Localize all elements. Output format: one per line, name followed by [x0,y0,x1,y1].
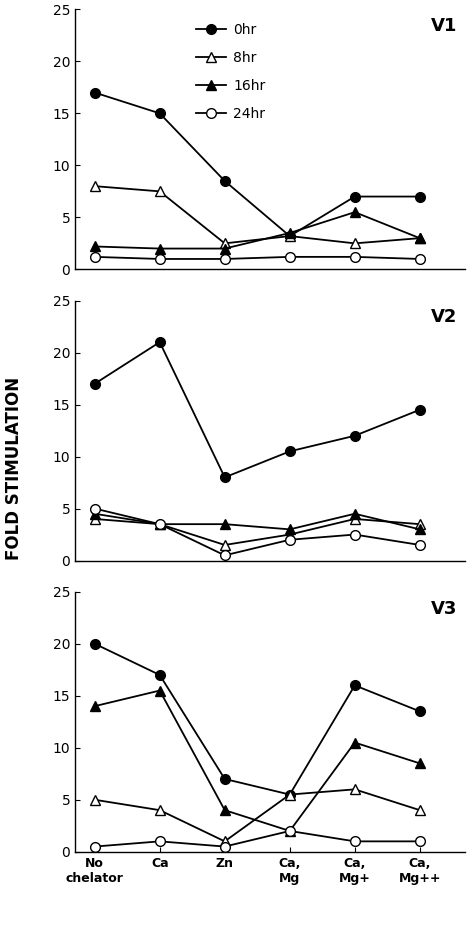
0hr [417,191,423,202]
24hr [417,539,423,550]
0hr [222,773,227,784]
16hr [157,685,163,696]
16hr [352,207,358,218]
16hr [287,826,292,837]
8hr [352,513,358,524]
24hr [157,254,163,265]
24hr [222,549,227,561]
16hr [157,243,163,255]
24hr [222,841,227,852]
Line: 16hr: 16hr [90,686,425,836]
8hr [417,805,423,816]
24hr [92,251,98,262]
16hr [417,758,423,769]
Legend: 0hr, 8hr, 16hr, 24hr: 0hr, 8hr, 16hr, 24hr [191,19,269,124]
16hr [222,519,227,530]
0hr [287,789,292,800]
Line: 16hr: 16hr [90,207,425,254]
8hr [92,181,98,192]
16hr [352,737,358,748]
24hr [287,534,292,546]
16hr [352,508,358,519]
16hr [92,508,98,519]
8hr [417,232,423,243]
8hr [352,238,358,249]
16hr [92,700,98,711]
8hr [222,836,227,847]
8hr [157,185,163,197]
8hr [157,805,163,816]
24hr [352,529,358,540]
24hr [92,503,98,514]
8hr [352,783,358,795]
16hr [222,243,227,255]
8hr [222,539,227,550]
Line: 0hr: 0hr [90,337,425,482]
Line: 24hr: 24hr [90,826,425,852]
24hr [222,254,227,265]
24hr [92,841,98,852]
16hr [92,241,98,252]
8hr [287,230,292,241]
24hr [287,826,292,837]
8hr [287,529,292,540]
Line: 16hr: 16hr [90,509,425,534]
0hr [157,337,163,348]
16hr [287,524,292,535]
24hr [287,251,292,262]
0hr [157,669,163,680]
0hr [92,638,98,650]
16hr [157,519,163,530]
24hr [417,836,423,847]
0hr [352,191,358,202]
0hr [287,446,292,457]
8hr [92,794,98,805]
0hr [352,680,358,691]
24hr [352,251,358,262]
0hr [92,378,98,389]
8hr [417,519,423,530]
8hr [222,238,227,249]
0hr [287,230,292,241]
0hr [222,175,227,186]
16hr [222,805,227,816]
16hr [417,524,423,535]
0hr [222,472,227,483]
24hr [417,254,423,265]
0hr [352,431,358,442]
Line: 24hr: 24hr [90,252,425,264]
Text: V2: V2 [431,308,457,327]
24hr [157,519,163,530]
0hr [92,87,98,98]
Line: 8hr: 8hr [90,182,425,248]
8hr [92,513,98,524]
24hr [157,836,163,847]
Line: 24hr: 24hr [90,504,425,561]
Line: 8hr: 8hr [90,784,425,846]
Text: V3: V3 [431,600,457,618]
Line: 0hr: 0hr [90,639,425,799]
16hr [417,232,423,243]
24hr [352,836,358,847]
0hr [417,404,423,416]
Text: FOLD STIMULATION: FOLD STIMULATION [5,376,23,560]
0hr [157,108,163,119]
Text: V1: V1 [431,17,457,36]
16hr [287,227,292,239]
Line: 8hr: 8hr [90,514,425,549]
8hr [287,789,292,800]
Line: 0hr: 0hr [90,88,425,241]
0hr [417,706,423,717]
8hr [157,519,163,530]
